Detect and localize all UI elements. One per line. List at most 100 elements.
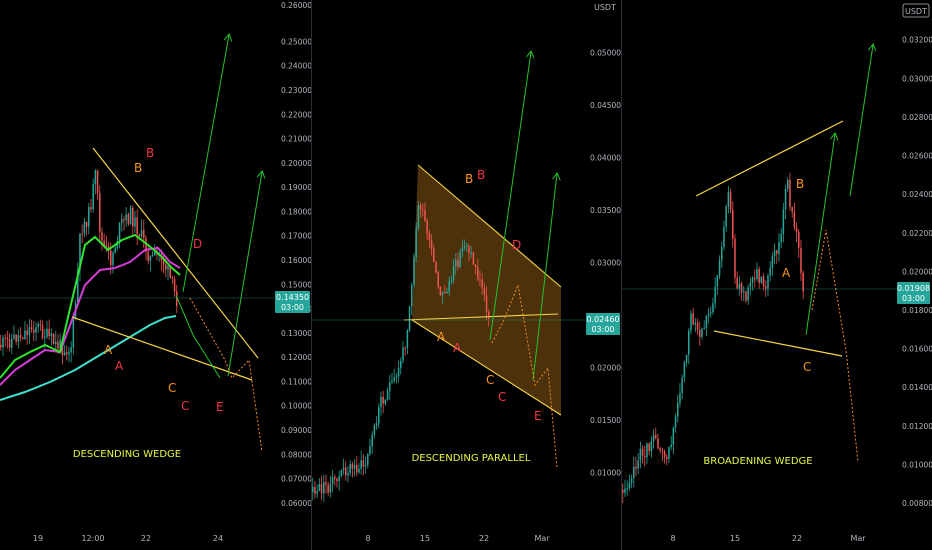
projection-up-arrow-2 bbox=[849, 45, 873, 197]
candle-body bbox=[103, 240, 105, 245]
y-tick-label: 0.04000 bbox=[590, 153, 621, 162]
candle-body bbox=[88, 207, 90, 227]
candle-body bbox=[8, 339, 11, 348]
wedge-lines bbox=[71, 147, 259, 381]
y-tick-label: 0.21000 bbox=[281, 135, 312, 144]
candle-body bbox=[356, 464, 358, 473]
time-axis[interactable]: 8 15 22 Mar bbox=[670, 534, 866, 543]
candle-body bbox=[795, 227, 798, 233]
candle-body bbox=[19, 335, 22, 338]
x-tick-label: 19 bbox=[33, 534, 43, 543]
candle-body bbox=[406, 330, 409, 349]
price-axis[interactable]: 0.03200 0.03000 0.02800 0.02600 0.02400 0.022… bbox=[622, 36, 932, 508]
panel-descending-wedge[interactable]: B B D A A C C E DESCENDING WEDGE 0.25000… bbox=[0, 1, 312, 543]
candle-body bbox=[30, 327, 33, 330]
candle-body bbox=[474, 264, 477, 267]
candle-body bbox=[329, 483, 332, 493]
candle-body bbox=[349, 464, 351, 473]
panel-descending-parallel[interactable]: B B D A A C C E DESCENDING PARALLEL USDT… bbox=[312, 3, 621, 543]
candle-body bbox=[751, 277, 754, 283]
candle-body bbox=[340, 469, 343, 477]
candle-body bbox=[798, 232, 800, 248]
candle-body bbox=[756, 269, 758, 280]
candle-body bbox=[99, 193, 101, 232]
candle-body bbox=[375, 423, 378, 426]
candle-body bbox=[176, 291, 178, 307]
candle-body bbox=[479, 279, 481, 281]
candle-body bbox=[696, 322, 699, 330]
candle-body bbox=[101, 231, 103, 241]
candle-body bbox=[367, 454, 369, 466]
wedge-upper-line bbox=[695, 120, 844, 197]
candle-body bbox=[70, 347, 72, 352]
candle-body bbox=[655, 434, 657, 439]
wave-labels: B B D A A C C E bbox=[437, 168, 542, 423]
candle-body bbox=[714, 286, 716, 304]
candle-body bbox=[384, 399, 387, 404]
candle-body bbox=[46, 328, 48, 337]
candle-body bbox=[488, 311, 490, 319]
wave-label-e: E bbox=[534, 409, 542, 423]
candle-body bbox=[776, 250, 778, 254]
candle-body bbox=[171, 277, 174, 279]
candle-body bbox=[743, 291, 745, 293]
candle-body bbox=[138, 234, 141, 237]
candle-body bbox=[703, 327, 705, 329]
candle-body bbox=[652, 434, 655, 442]
last-price-marker[interactable] bbox=[897, 282, 930, 304]
y-tick-label: 0.01400 bbox=[902, 383, 932, 392]
last-price-marker[interactable] bbox=[275, 291, 310, 313]
candle-body bbox=[362, 460, 365, 467]
moving-average-cyan bbox=[0, 315, 177, 401]
candle-body bbox=[63, 352, 66, 356]
y-tick-label: 0.23000 bbox=[281, 86, 312, 95]
time-axis[interactable]: 19 12:00 22 24 bbox=[33, 534, 223, 543]
candle-body bbox=[400, 360, 402, 368]
candle-body bbox=[336, 478, 338, 482]
candle-body bbox=[35, 327, 37, 333]
candle-body bbox=[110, 250, 112, 266]
candle-body bbox=[455, 259, 457, 267]
panel-broadening-wedge[interactable]: B A C BROADENING WEDGE USDT 0.03200 0.030… bbox=[622, 3, 932, 543]
candle-body bbox=[679, 393, 681, 403]
price-axis[interactable]: 0.25000 0.24000 0.23000 0.22000 0.21000 0.200… bbox=[0, 1, 312, 508]
candle-body bbox=[331, 476, 334, 484]
candle-body bbox=[765, 286, 767, 289]
candle-body bbox=[641, 448, 644, 456]
candle-body bbox=[351, 464, 354, 469]
x-tick-label: 15 bbox=[420, 534, 430, 543]
candle-body bbox=[657, 438, 659, 449]
time-axis[interactable]: 8 15 22 Mar bbox=[365, 534, 550, 543]
projection-arrows bbox=[489, 52, 557, 469]
candle-body bbox=[408, 306, 411, 331]
candle-body bbox=[402, 347, 404, 361]
wave-label-b2: B bbox=[146, 146, 154, 160]
last-price-marker[interactable] bbox=[586, 313, 620, 335]
y-tick-label: 0.03200 bbox=[902, 36, 932, 45]
y-tick-label: 0.02600 bbox=[902, 152, 932, 161]
candle-body bbox=[125, 214, 127, 221]
y-tick-label: 0.02000 bbox=[590, 364, 621, 373]
candle-body bbox=[55, 341, 57, 345]
y-tick-label: 0.01000 bbox=[590, 469, 621, 478]
wave-label-e: E bbox=[216, 400, 224, 414]
candle-body bbox=[444, 292, 446, 294]
candle-body bbox=[668, 446, 670, 459]
candle-body bbox=[369, 446, 371, 455]
candle-body bbox=[628, 482, 631, 489]
currency-badge[interactable]: USDT bbox=[902, 3, 930, 18]
last-price-value: 0.01908 bbox=[897, 284, 930, 293]
channel-upper-line bbox=[417, 164, 562, 288]
projection-up-arrow bbox=[805, 134, 835, 336]
x-tick-label: 22 bbox=[792, 534, 802, 543]
wedge-lower-line bbox=[71, 316, 253, 381]
candle-body bbox=[422, 209, 424, 211]
candle-body bbox=[48, 328, 50, 337]
candle-body bbox=[762, 276, 765, 287]
candle-body bbox=[26, 330, 28, 336]
candle-body bbox=[121, 219, 123, 224]
moving-average-magenta bbox=[0, 246, 181, 386]
price-axis[interactable]: 0.05000 0.04500 0.04000 0.03500 0.03000 0.020… bbox=[312, 48, 621, 478]
y-tick-label: 0.00800 bbox=[902, 499, 932, 508]
y-tick-label: 0.02800 bbox=[902, 113, 932, 122]
